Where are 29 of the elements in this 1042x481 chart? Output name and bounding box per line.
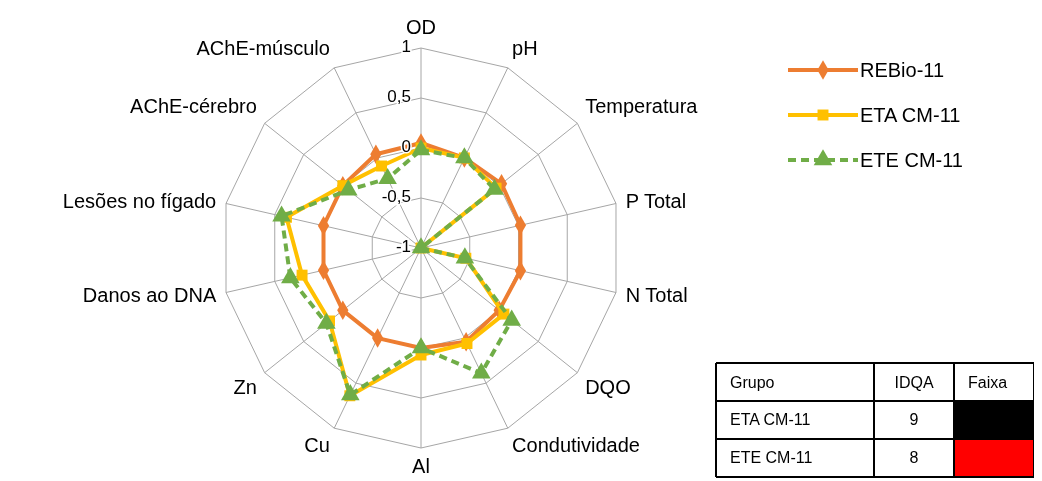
legend-label: REBio-11 [860, 59, 945, 81]
spoke-label: AChE-cérebro [130, 95, 257, 118]
legend-label: ETA CM-11 [860, 104, 961, 126]
spoke-label: AChE-músculo [196, 36, 330, 59]
spoke-label: Cu [304, 434, 330, 457]
spoke-label: Danos ao DNA [82, 283, 217, 306]
spoke-label: Lesões no fígado [62, 190, 217, 213]
spoke-label: DQO [585, 375, 631, 398]
spoke-label: N Total [625, 283, 688, 306]
spoke-label: Temperatura [585, 95, 699, 118]
spoke-label: pH [512, 36, 538, 59]
category-label: ETE CM-11 [730, 449, 813, 466]
spoke-label: OD [406, 16, 436, 38]
spoke-label: Condutividade [512, 434, 640, 457]
spoke-label: P Total [625, 190, 687, 213]
y-tick-label: -0,5 [381, 187, 411, 206]
y-tick-label: -1 [395, 237, 411, 256]
data-label: 9 [909, 411, 919, 428]
legend-label: ETE CM-11 [860, 149, 963, 171]
spoke-label: Zn [233, 375, 257, 398]
y-tick-label: 0,5 [387, 87, 411, 106]
text: Grupo [730, 374, 775, 391]
text: IDQA [894, 374, 934, 391]
spoke-label: Al [412, 455, 430, 477]
text: Faixa [968, 374, 1008, 391]
data-label: 8 [909, 449, 919, 466]
y-tick-label: 0 [401, 137, 411, 156]
category-label: ETA CM-11 [730, 411, 811, 428]
y-tick-label: 1 [401, 37, 411, 56]
